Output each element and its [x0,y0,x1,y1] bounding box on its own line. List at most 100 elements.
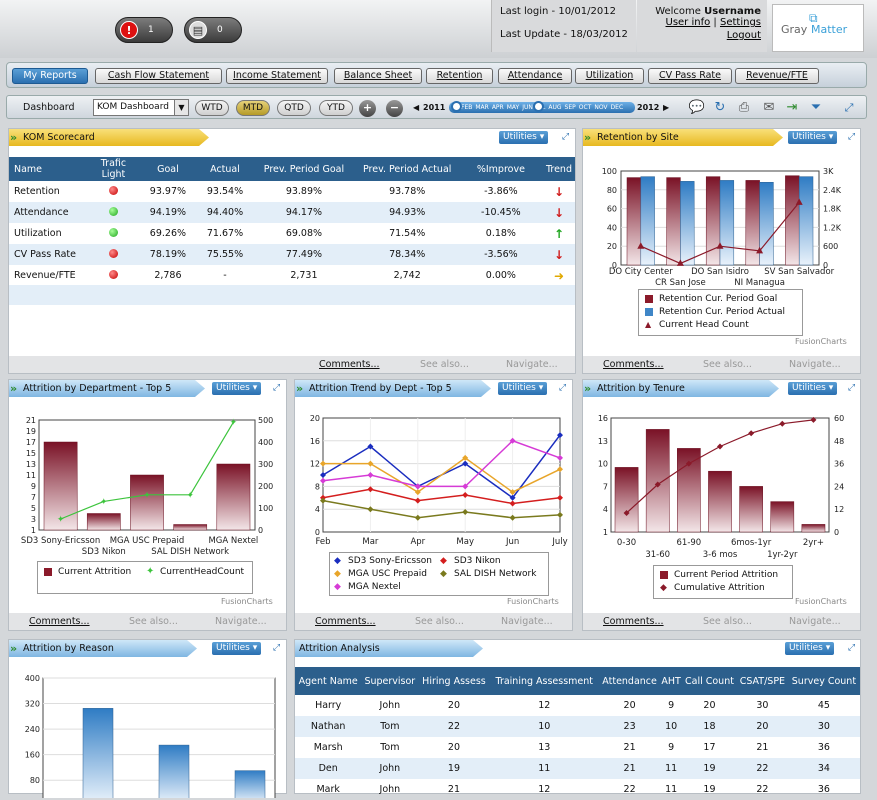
column-header[interactable]: Agent Name [295,667,362,695]
expand-icon[interactable]: ⤢ [272,383,281,393]
column-header[interactable]: Hiring Assess [418,667,490,695]
utilities-button[interactable]: Utilities ▾ [212,642,262,655]
tab-attendance[interactable]: Attendance [498,68,572,84]
qtd-button[interactable]: QTD [277,100,311,116]
table-row[interactable]: Marsh Tom 20 13 21 9 17 21 36 [295,737,860,758]
utilities-button[interactable]: Utilities ▾ [785,642,835,655]
expand-icon[interactable]: ⤢ [561,132,570,142]
dashboard-select[interactable]: KOM Dashboard ▼ [93,99,189,116]
timeline-month[interactable]: AUG [548,104,562,111]
zoom-in-button[interactable]: + [359,100,376,117]
column-header[interactable]: Prev. Period Actual [355,157,459,181]
table-row[interactable]: Utilization 69.26% 71.67% 69.08% 71.54% 0.18%… [9,223,575,244]
expand-icon[interactable]: ⤢ [272,643,281,653]
chat-icon[interactable]: 💬 [688,100,706,115]
tab-cv-pass-rate[interactable]: CV Pass Rate [648,68,732,84]
expand-icon[interactable]: ⤢ [558,383,567,393]
see-also-link[interactable]: See also... [703,359,752,370]
column-header[interactable]: Training Assessment [489,667,599,695]
timeline-left-arrow[interactable]: ◀ [413,103,420,112]
utilities-button[interactable]: Utilities ▾ [499,131,549,144]
mtd-button[interactable]: MTD [236,100,270,116]
user-info-link[interactable]: User info [665,17,711,28]
column-header[interactable]: Trafic Light [88,157,139,181]
utilities-button[interactable]: Utilities ▾ [498,382,548,395]
table-row[interactable]: Retention 93.97% 93.54% 93.89% 93.78% -3.86% ↓ [9,181,575,202]
column-header[interactable]: Survey Count [787,667,860,695]
comments-link[interactable]: Comments... [603,616,664,627]
tab-balance[interactable]: Balance Sheet [334,68,422,84]
timeline-month[interactable]: JUN [522,104,533,111]
expand-icon[interactable]: ⤢ [844,101,854,114]
see-also-link[interactable]: See also... [415,616,464,627]
navigate-link[interactable]: Navigate... [789,616,841,627]
table-row[interactable]: Nathan Tom 22 10 23 10 18 20 30 [295,716,860,737]
column-header[interactable]: AHT [660,667,683,695]
expand-icon[interactable]: ⤢ [847,132,856,142]
see-also-link[interactable]: See also... [420,359,469,370]
utilities-button[interactable]: Utilities ▾ [212,382,262,395]
column-header[interactable]: Supervisor [361,667,419,695]
filter-icon[interactable]: ⏷ [810,100,822,115]
table-row[interactable]: CV Pass Rate 78.19% 75.55% 77.49% 78.34% -3.5… [9,244,575,265]
table-row[interactable]: Revenue/FTE 2,786 - 2,731 2,742 0.00% ➜ [9,265,575,286]
column-header[interactable]: Name [9,157,89,181]
alert-error-button[interactable]: ! 1 [115,17,173,43]
settings-link[interactable]: Settings [719,17,761,28]
see-also-link[interactable]: See also... [703,616,752,627]
timeline-month[interactable]: MAR [475,104,489,111]
timeline-slider[interactable]: FEBMARAPRMAYJUNJULAUGSEPOCTNOVDEC [449,101,635,113]
utilities-button[interactable]: Utilities ▾ [788,131,838,144]
timeline-end-handle[interactable] [533,101,544,112]
tab-utilization[interactable]: Utilization [575,68,644,84]
logout-link[interactable]: Logout [726,30,761,41]
refresh-icon[interactable]: ↻ [714,100,726,115]
timeline-month[interactable]: APR [491,104,504,111]
expand-icon[interactable]: ⤢ [847,383,856,393]
comments-link[interactable]: Comments... [319,359,380,370]
timeline-month[interactable]: SEP [564,104,576,111]
column-header[interactable]: Trend [542,157,575,181]
chevron-right-icon: » [584,382,592,395]
column-header[interactable]: Prev. Period Goal [252,157,356,181]
wtd-button[interactable]: WTD [195,100,229,116]
timeline-start-handle[interactable] [451,101,462,112]
tab-my-reports[interactable]: My Reports [12,68,88,84]
expand-icon[interactable]: ⤢ [847,643,856,653]
export-icon[interactable]: ⇥ [786,100,798,115]
comments-link[interactable]: Comments... [603,359,664,370]
timeline-month[interactable]: NOV [594,104,608,111]
timeline-month[interactable]: OCT [578,104,592,111]
zoom-out-button[interactable]: − [386,100,403,117]
tab-revenue-fte[interactable]: Revenue/FTE [735,68,819,84]
column-header[interactable]: Goal [138,157,198,181]
table-row[interactable]: Mark John 21 12 22 11 19 22 36 [295,779,860,800]
timeline-month[interactable]: FEB [461,104,473,111]
navigate-link[interactable]: Navigate... [501,616,553,627]
see-also-link[interactable]: See also... [129,616,178,627]
column-header[interactable]: Actual [197,157,253,181]
table-row[interactable]: Den John 19 11 21 11 19 22 34 [295,758,860,779]
column-header[interactable]: %Improve [458,157,543,181]
table-row[interactable]: Attendance 94.19% 94.40% 94.17% 94.93% -10.45… [9,202,575,223]
tab-cash-flow[interactable]: Cash Flow Statement [95,68,222,84]
timeline-month[interactable]: MAY [506,104,520,111]
email-icon[interactable]: ✉ [763,100,775,115]
column-header[interactable]: CSAT/SPE [736,667,788,695]
comments-link[interactable]: Comments... [29,616,90,627]
column-header[interactable]: Attendance [598,667,661,695]
utilities-button[interactable]: Utilities ▾ [788,382,838,395]
comments-link[interactable]: Comments... [315,616,376,627]
navigate-link[interactable]: Navigate... [506,359,558,370]
tab-retention[interactable]: Retention [426,68,493,84]
timeline-right-arrow[interactable]: ▶ [663,103,670,112]
navigate-link[interactable]: Navigate... [789,359,841,370]
print-icon[interactable]: ⎙ [738,100,750,115]
navigate-link[interactable]: Navigate... [215,616,267,627]
alert-notes-button[interactable]: ▤ 0 [184,17,242,43]
table-row[interactable]: Harry John 20 12 20 9 20 30 45 [295,695,860,716]
tab-income[interactable]: Income Statement [226,68,328,84]
ytd-button[interactable]: YTD [319,100,353,116]
timeline-month[interactable]: DEC [610,104,624,111]
column-header[interactable]: Call Count [682,667,737,695]
